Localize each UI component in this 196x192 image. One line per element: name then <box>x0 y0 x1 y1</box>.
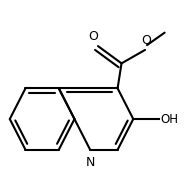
Text: N: N <box>85 156 95 169</box>
Text: O: O <box>88 30 98 43</box>
Text: O: O <box>141 34 151 47</box>
Text: OH: OH <box>161 113 179 126</box>
